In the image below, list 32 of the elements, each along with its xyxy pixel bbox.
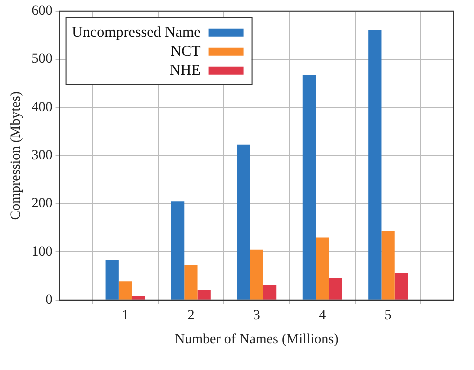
y-tick-label: 500 (32, 52, 53, 68)
y-tick-label: 100 (32, 244, 53, 260)
bar (250, 250, 264, 300)
legend-label: NCT (170, 44, 201, 60)
y-tick-label: 600 (32, 4, 53, 20)
bar (302, 75, 316, 300)
bar (316, 238, 330, 300)
bar (118, 282, 132, 300)
y-tick-label: 300 (32, 148, 53, 164)
y-tick-label: 200 (32, 196, 53, 212)
bar (106, 260, 119, 300)
x-tick-label: 3 (253, 308, 260, 324)
bar (171, 202, 185, 300)
x-tick-label: 4 (319, 308, 326, 324)
bar (329, 278, 342, 300)
y-tick-label: 0 (46, 293, 53, 308)
x-tick-label: 2 (188, 308, 195, 324)
bar (132, 296, 146, 300)
bar (263, 285, 277, 300)
legend-label: NHE (170, 62, 201, 79)
bar (184, 265, 198, 300)
x-axis-title: Number of Names (Millions) (175, 332, 340, 348)
bar (198, 290, 211, 300)
bar (394, 273, 408, 300)
bar (368, 30, 382, 300)
y-tick-label: 400 (32, 100, 53, 116)
bar (382, 232, 395, 300)
y-axis-title: Compression (Mbytes) (9, 91, 24, 220)
x-tick-label: 1 (122, 308, 129, 324)
x-tick-label: 5 (384, 308, 392, 324)
legend-label: Uncompressed Name (72, 24, 202, 41)
bar (237, 144, 250, 300)
